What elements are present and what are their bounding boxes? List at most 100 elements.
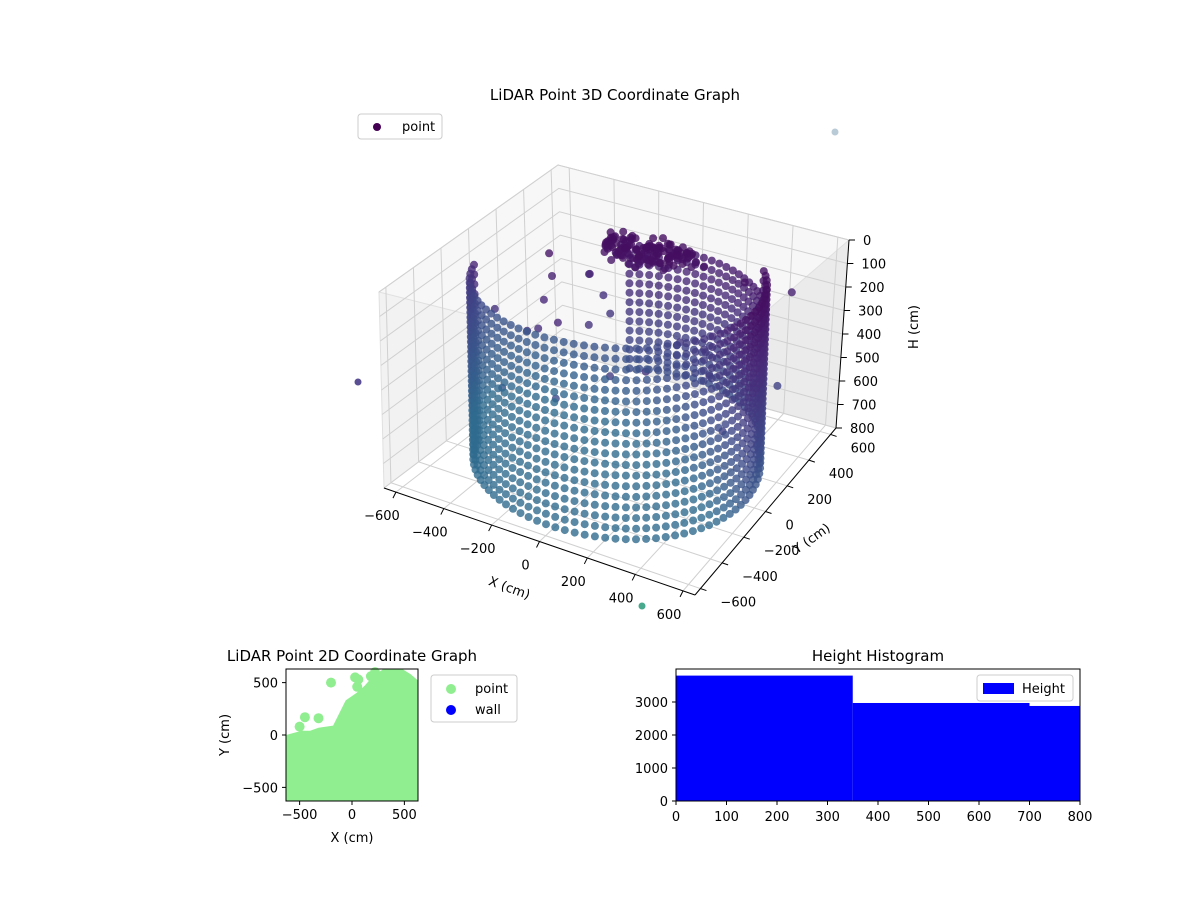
point-3d	[507, 382, 516, 391]
point-3d	[714, 278, 723, 287]
point-3d	[642, 492, 651, 501]
point-3d	[611, 344, 620, 353]
point-3d	[730, 323, 739, 332]
point-3d	[681, 466, 689, 475]
point-3d	[671, 531, 680, 540]
point-3d	[689, 484, 698, 493]
chart-2d-ylabel: Y (cm)	[218, 714, 233, 757]
point-3d	[590, 511, 599, 520]
point-3d	[532, 444, 541, 453]
point-3d	[580, 352, 588, 360]
point-3d	[682, 381, 690, 390]
point-3d	[700, 345, 709, 354]
x-tick-label: 400	[609, 591, 634, 606]
point-3d	[652, 523, 661, 532]
point-3d	[622, 376, 631, 385]
point-3d	[523, 410, 532, 419]
point-2d	[294, 721, 305, 732]
y-tick-label: −200	[764, 544, 800, 559]
point-3d	[708, 364, 716, 372]
point-3d	[659, 234, 667, 243]
point-3d	[531, 351, 540, 360]
point-3d	[722, 263, 731, 271]
point-3d	[560, 442, 569, 451]
point-3d	[662, 490, 671, 499]
point-3d	[508, 433, 517, 442]
point-3d	[611, 397, 620, 406]
chart-2d-legend: point wall	[430, 674, 518, 723]
point-3d	[672, 372, 681, 381]
point-3d	[734, 381, 743, 390]
point-3d	[715, 350, 724, 359]
point-3d	[690, 326, 699, 335]
point-3d	[514, 355, 523, 364]
point-3d	[532, 423, 541, 432]
point-3d	[601, 512, 610, 521]
point-3d	[606, 309, 615, 318]
histogram-x-tick-label: 400	[866, 810, 891, 825]
point-3d	[540, 354, 549, 363]
histogram-bar	[676, 675, 853, 801]
point-3d	[488, 410, 497, 419]
point-3d	[632, 439, 641, 448]
point-3d	[541, 416, 550, 425]
point-3d	[722, 378, 731, 387]
point-3d	[642, 513, 651, 522]
point-3d	[642, 439, 651, 448]
point-3d	[714, 434, 723, 443]
point-3d	[706, 437, 715, 446]
histogram-title: Height Histogram	[812, 647, 944, 665]
point-3d	[642, 386, 651, 395]
point-3d	[735, 340, 744, 349]
point-3d	[652, 470, 661, 479]
point-3d	[570, 507, 579, 516]
point-3d	[681, 423, 690, 432]
point-3d	[690, 432, 699, 441]
point-3d	[532, 496, 541, 505]
y-tick	[787, 485, 794, 489]
point-3d	[662, 427, 671, 436]
point-3d	[494, 435, 503, 444]
point-3d	[483, 425, 492, 434]
point-3d	[741, 326, 750, 335]
point-3d	[484, 466, 493, 475]
point-3d	[632, 429, 641, 438]
point-3d	[654, 281, 663, 290]
point-3d	[712, 517, 721, 526]
point-3d	[533, 506, 541, 515]
point-3d	[698, 450, 707, 459]
chart-3d-legend-label: point	[402, 120, 435, 135]
point-3d	[507, 392, 516, 401]
point-3d	[601, 385, 609, 394]
point-3d	[699, 291, 708, 300]
point-3d	[714, 413, 723, 422]
point-3d	[672, 331, 681, 340]
point-3d	[698, 320, 707, 328]
chart-3d-legend-frame	[357, 113, 443, 140]
point-3d	[729, 354, 738, 363]
point-3d	[691, 347, 700, 356]
point-3d	[524, 492, 533, 501]
point-3d	[508, 474, 517, 483]
point-3d	[738, 439, 747, 448]
point-3d	[608, 243, 617, 252]
point-3d	[645, 271, 654, 279]
point-3d	[531, 372, 540, 380]
point-3d	[652, 513, 661, 521]
point-3d	[721, 409, 730, 418]
point-3d	[697, 482, 706, 491]
point-3d	[483, 405, 492, 414]
chart-3d-points	[354, 128, 839, 610]
point-3d	[516, 478, 525, 487]
point-3d	[499, 337, 508, 346]
point-3d	[487, 309, 496, 318]
point-3d	[484, 446, 493, 454]
point-3d	[671, 489, 680, 498]
point-3d	[736, 500, 745, 509]
chart-2d-plot-area: −500 −500 0 0 500 500	[242, 667, 419, 823]
histogram-y-tick-label: 2000	[635, 729, 668, 744]
histogram-x-tick-label: 200	[765, 810, 790, 825]
point-3d	[522, 338, 531, 346]
point-3d	[488, 370, 497, 379]
point-3d	[621, 461, 630, 469]
